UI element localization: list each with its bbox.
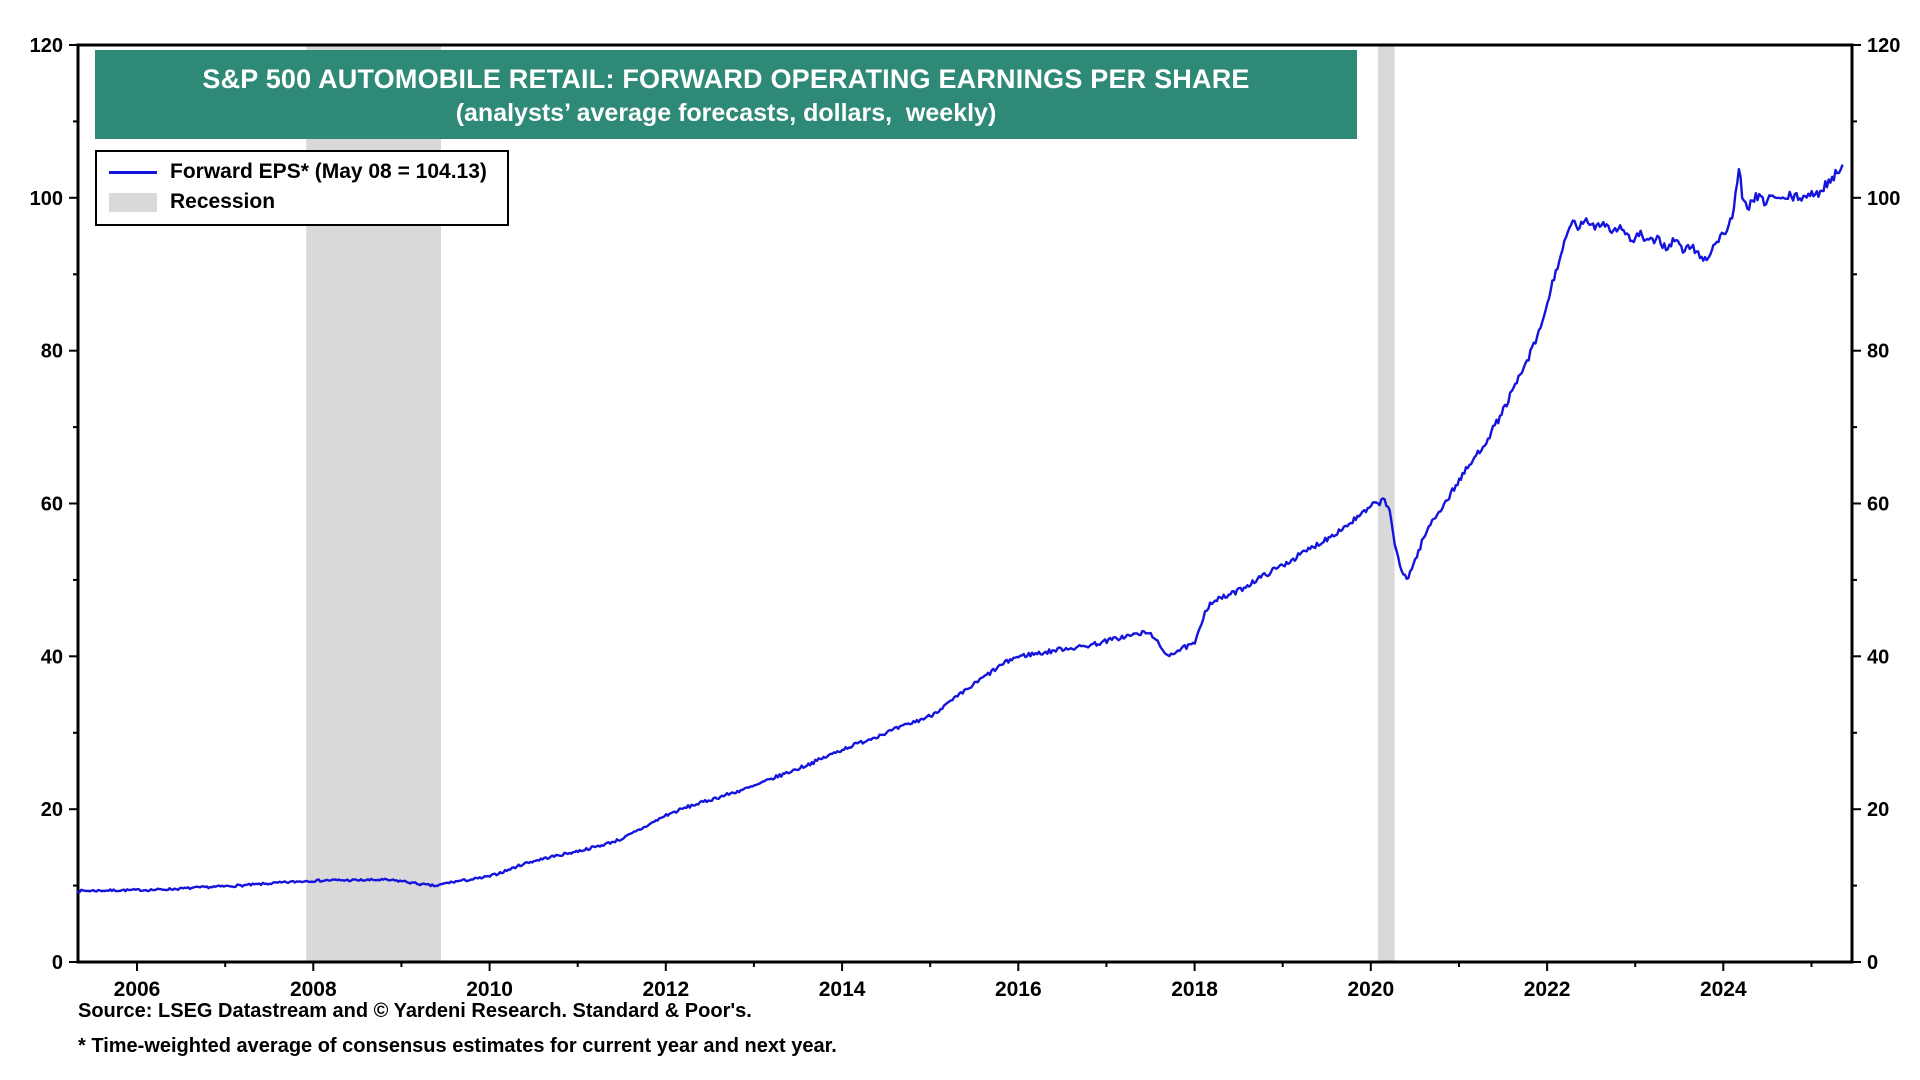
x-axis-label: 2008 xyxy=(290,978,337,1001)
y-axis-label-left: 80 xyxy=(41,341,63,363)
legend-box: Forward EPS* (May 08 = 104.13) Recession xyxy=(95,150,509,226)
x-axis-label: 2020 xyxy=(1347,978,1394,1001)
y-axis-label-right: 40 xyxy=(1867,646,1889,668)
y-axis-label-right: 120 xyxy=(1867,35,1900,57)
legend-row-recession: Recession xyxy=(109,187,487,217)
forward-eps-line xyxy=(76,164,1844,894)
y-axis-label-left: 60 xyxy=(41,494,63,516)
y-axis-label-right: 0 xyxy=(1867,952,1878,974)
x-axis-label: 2024 xyxy=(1700,978,1747,1001)
y-axis-label-left: 120 xyxy=(30,35,63,57)
source-line: Source: LSEG Datastream and © Yardeni Re… xyxy=(78,1000,752,1022)
y-axis-label-left: 0 xyxy=(52,952,63,974)
y-axis-label-left: 100 xyxy=(30,188,63,210)
plot-frame xyxy=(76,43,1854,964)
title-banner: S&P 500 AUTOMOBILE RETAIL: FORWARD OPERA… xyxy=(95,50,1357,139)
x-axis-label: 2018 xyxy=(1171,978,1218,1001)
legend-series-label: Forward EPS* (May 08 = 104.13) xyxy=(170,160,487,183)
y-axis-label-right: 100 xyxy=(1867,188,1900,210)
y-axis-label-right: 80 xyxy=(1867,341,1889,363)
legend-row-series: Forward EPS* (May 08 = 104.13) xyxy=(109,157,487,187)
y-axis-label-right: 60 xyxy=(1867,494,1889,516)
x-axis-label: 2016 xyxy=(995,978,1042,1001)
chart-title: S&P 500 AUTOMOBILE RETAIL: FORWARD OPERA… xyxy=(202,64,1250,94)
y-axis-label-left: 40 xyxy=(41,646,63,668)
y-axis-label-right: 20 xyxy=(1867,799,1889,821)
legend-recession-swatch xyxy=(109,192,157,212)
chart-subtitle: (analysts’ average forecasts, dollars, w… xyxy=(455,99,997,128)
legend-line-swatch xyxy=(109,170,157,174)
x-axis-label: 2014 xyxy=(819,978,866,1001)
legend-recession-label: Recession xyxy=(170,190,276,213)
x-axis-label: 2022 xyxy=(1524,978,1571,1001)
x-axis-label: 2006 xyxy=(114,978,161,1001)
y-axis-label-left: 20 xyxy=(41,799,63,821)
footnote-line: * Time-weighted average of consensus est… xyxy=(78,1035,837,1057)
x-axis-label: 2012 xyxy=(642,978,689,1001)
x-axis-label: 2010 xyxy=(466,978,513,1001)
